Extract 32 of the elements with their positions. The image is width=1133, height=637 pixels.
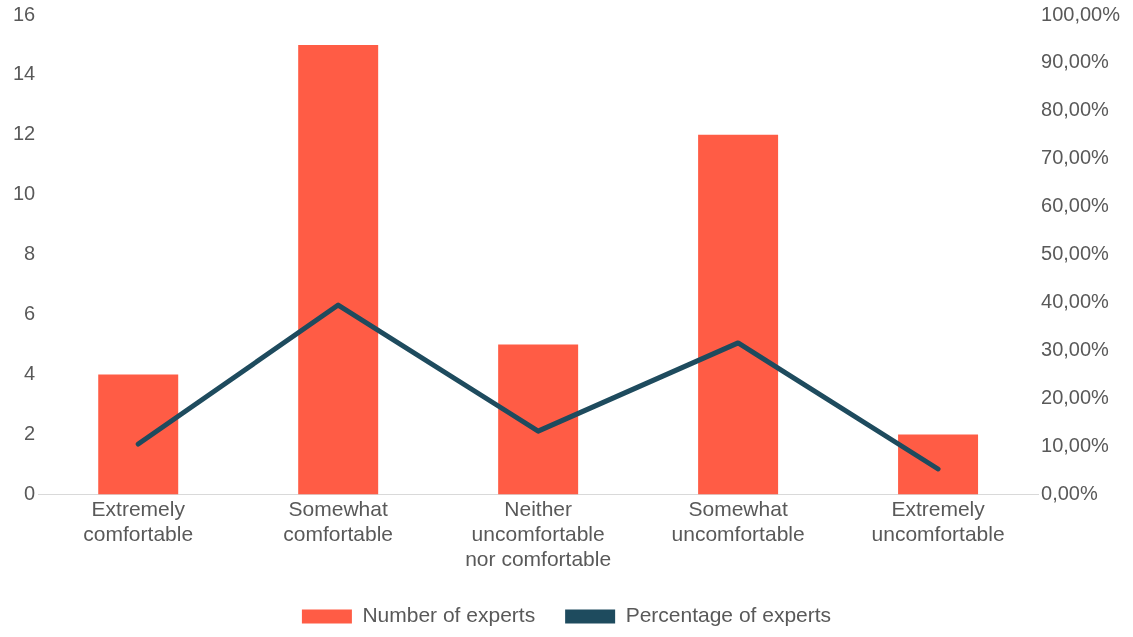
x-tick-label: Neither uncomfortable nor comfortable: [465, 496, 612, 571]
y2-tick-label: 60,00%: [1041, 194, 1110, 217]
y-tick-label: 0: [24, 481, 36, 504]
bar: [298, 44, 379, 495]
y2-tick-label: 30,00%: [1041, 338, 1110, 361]
y2-tick-label: 70,00%: [1041, 146, 1110, 169]
y-tick-label: 16: [13, 2, 36, 25]
bar: [698, 134, 779, 495]
y-tick-label: 10: [13, 182, 36, 205]
x-tick-label: Somewhat uncomfortable: [671, 496, 805, 545]
y-tick-label: 8: [24, 242, 36, 265]
y2-tick-label: 80,00%: [1041, 98, 1110, 121]
legend-label: Number of experts: [362, 603, 536, 627]
y2-tick-label: 20,00%: [1041, 386, 1110, 409]
y-tick-label: 4: [24, 362, 36, 385]
bar: [898, 434, 979, 495]
x-tick-label: Somewhat comfortable: [283, 496, 394, 545]
x-tick-label: Extremely comfortable: [83, 496, 194, 545]
y2-tick-label: 40,00%: [1041, 290, 1110, 313]
legend-label: Percentage of experts: [625, 603, 832, 627]
y-tick-label: 14: [13, 62, 36, 85]
x-tick-label: Extremely uncomfortable: [871, 496, 1005, 545]
y2-tick-label: 90,00%: [1041, 50, 1110, 73]
bar: [498, 344, 579, 495]
y-tick-label: 2: [24, 421, 36, 444]
y-tick-label: 12: [13, 122, 36, 145]
bar: [98, 374, 179, 495]
y2-tick-label: 10,00%: [1041, 433, 1110, 456]
y2-tick-label: 0,00%: [1041, 481, 1098, 504]
y2-tick-label: 50,00%: [1041, 242, 1110, 265]
y2-tick-label: 100,00%: [1041, 2, 1121, 25]
y-tick-label: 6: [24, 302, 36, 325]
